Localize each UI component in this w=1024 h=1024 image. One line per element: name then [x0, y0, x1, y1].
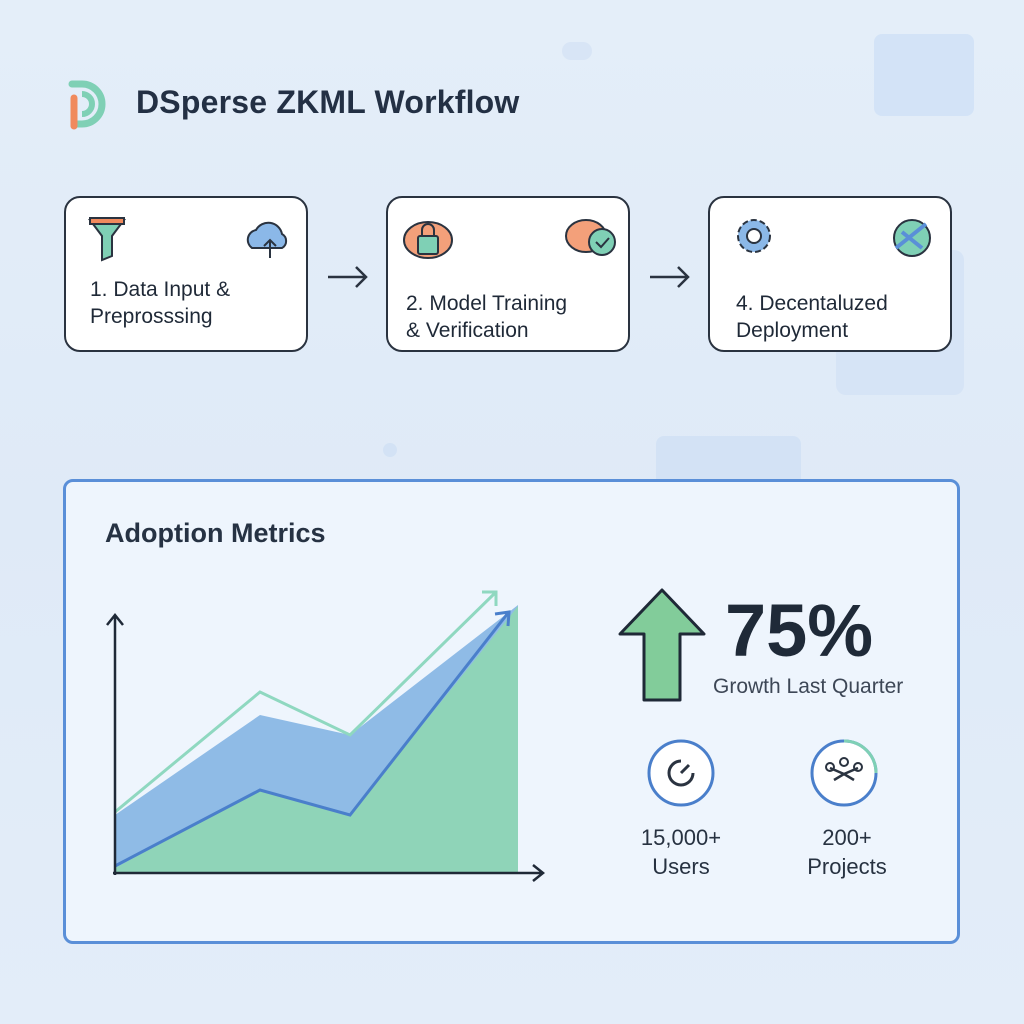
page-title: DSperse ZKML Workflow — [136, 84, 520, 120]
area-lower — [115, 606, 518, 873]
bg-block — [874, 34, 974, 116]
stat-value: 200+ — [822, 825, 872, 850]
flow-arrow — [328, 266, 368, 288]
step-line: Preprosssing — [90, 305, 213, 328]
growth-arrow — [618, 588, 706, 702]
step-label: 2. Model Training & Verification — [406, 290, 567, 344]
stat-label: Users — [652, 854, 710, 879]
step-line: Deployment — [736, 319, 849, 342]
stat-value: 15,000+ — [640, 825, 722, 850]
headline-value: 75% — [725, 589, 874, 672]
step-icons — [88, 217, 288, 262]
step-line: 4. Decentaluzed — [736, 292, 888, 315]
step-line: & Verification — [406, 319, 529, 342]
stat: 200+ Projects — [767, 823, 927, 881]
flow-arrow — [650, 266, 690, 288]
bg-block — [656, 436, 801, 486]
step-label: 4. Decentaluzed Deployment — [736, 290, 888, 344]
step-label: 1. Data Input & Preprosssing — [90, 276, 230, 330]
step-card: 4. Decentaluzed Deployment — [708, 196, 952, 352]
trend-line — [114, 590, 498, 814]
trend-line — [114, 610, 511, 868]
logo — [68, 80, 106, 130]
step-line: 1. Data Input & — [90, 278, 231, 301]
panel-title: Adoption Metrics — [105, 518, 326, 548]
x-axis — [113, 864, 546, 882]
step-line: 2. Model Training — [406, 292, 568, 315]
stat: 15,000+ Users — [601, 823, 761, 881]
step-card: 2. Model Training & Verification — [386, 196, 630, 352]
headline-label: Growth Last Quarter — [713, 675, 904, 698]
step-icons — [403, 219, 616, 259]
bg-dot — [383, 443, 397, 457]
bg-block — [562, 42, 592, 60]
step-card: 1. Data Input & Preprosssing — [64, 196, 308, 352]
stat-label: Projects — [807, 854, 887, 879]
y-axis — [106, 612, 124, 875]
step-icons — [737, 219, 931, 257]
